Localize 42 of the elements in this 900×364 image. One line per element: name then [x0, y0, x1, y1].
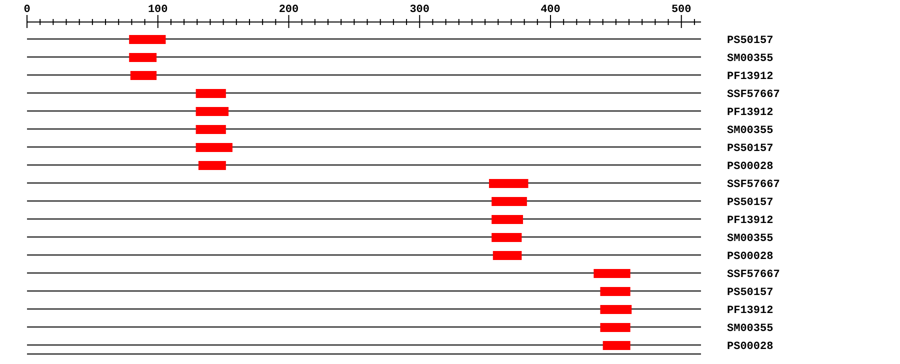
y-tick-label: PF13912 [727, 305, 774, 317]
x-tick-label: 400 [540, 4, 560, 16]
bar [492, 215, 524, 224]
bar [196, 89, 226, 98]
bar [492, 197, 527, 206]
bar [492, 251, 522, 260]
y-tick-label: SSF57667 [727, 269, 780, 281]
y-tick-label: SM00355 [727, 323, 774, 335]
y-tick-label: PS50157 [727, 143, 774, 155]
y-tick-label: SM00355 [727, 53, 774, 65]
y-tick-label: PS50157 [727, 35, 774, 47]
bar [196, 107, 229, 116]
y-tick-label: SSF57667 [727, 179, 780, 191]
x-tick-label: 200 [278, 4, 299, 16]
bar [129, 53, 157, 62]
y-tick-label: PF13912 [727, 107, 774, 119]
y-tick-label: SM00355 [727, 125, 774, 137]
x-tick-label: 500 [671, 4, 692, 16]
bar [602, 341, 630, 350]
bar [196, 143, 232, 152]
x-tick-label: 0 [24, 4, 30, 16]
y-tick-label: PS50157 [727, 287, 774, 299]
x-tick-label: 300 [410, 4, 430, 16]
y-tick-label: PS00028 [727, 251, 774, 263]
bar [488, 179, 528, 188]
y-tick-label: SSF57667 [727, 89, 780, 101]
bar [198, 161, 226, 170]
y-tick-label: PF13912 [727, 215, 774, 227]
bar [600, 305, 632, 314]
bar [600, 323, 630, 332]
bar [600, 287, 630, 296]
y-tick-label: PS50157 [727, 197, 774, 209]
bar [130, 71, 157, 80]
y-tick-label: PS00028 [727, 161, 774, 173]
bar [492, 233, 522, 242]
bar [129, 35, 166, 44]
x-tick-label: 100 [148, 4, 168, 16]
y-tick-label: PS00028 [727, 341, 774, 353]
y-tick-label: SM00355 [727, 233, 774, 245]
bar [594, 269, 630, 278]
y-tick-label: PF13912 [727, 71, 774, 83]
bar [196, 125, 226, 134]
